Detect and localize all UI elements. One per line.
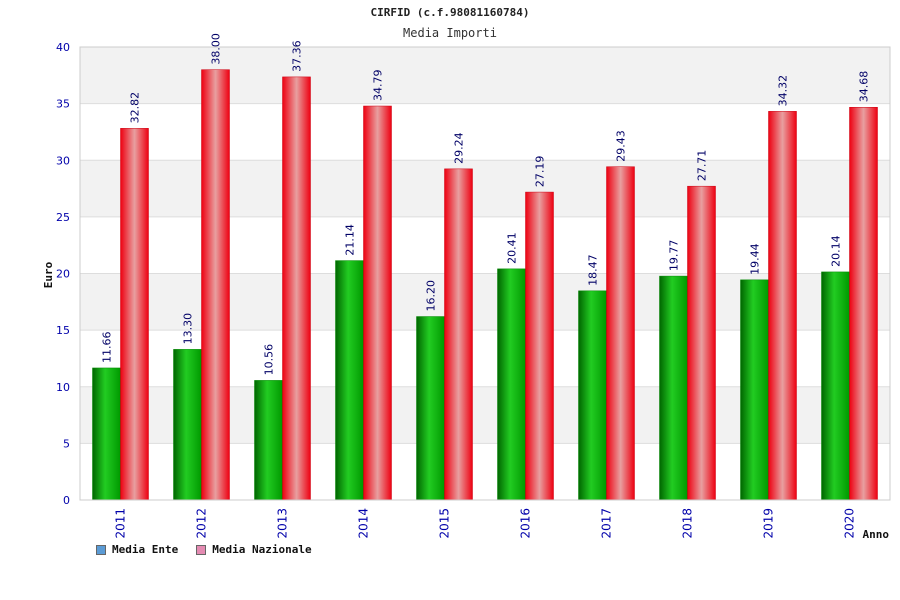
x-tick-label: 2019 [762,508,776,539]
bar-media-nazionale [444,168,473,501]
data-label: 37.36 [291,40,304,72]
y-tick-label: 10 [56,381,70,394]
chart-title: CIRFID (c.f.98081160784) [370,6,530,19]
bar-media-nazionale [363,105,392,501]
data-label: 18.47 [587,254,600,286]
bar-media-nazionale [120,128,149,501]
plot-border [79,46,891,501]
legend-label-media-nazionale: Media Nazionale [212,543,312,556]
data-label: 29.24 [453,132,466,164]
chart-subtitle: Media Importi [403,26,497,40]
x-tick-label: 2011 [114,508,128,539]
y-tick-label: 15 [56,324,70,337]
bar-media-ente [254,380,283,501]
legend-swatch-media-nazionale [196,544,207,555]
data-label: 32.82 [129,92,142,124]
bar-media-ente [740,279,769,501]
x-tick-label: 2012 [195,508,209,539]
data-label: 34.32 [777,75,790,107]
data-label: 29.43 [615,130,628,162]
axes: 0 5 10 15 20 25 30 35 40 2011 2012 2013 2014 2015 2016… [56,41,891,539]
data-label: 34.68 [858,71,871,103]
data-label: 21.14 [344,224,357,256]
x-tick-label: 2020 [843,508,857,539]
bar-media-ente [821,271,850,501]
y-tick-label: 20 [56,268,70,281]
bar-media-ente [578,290,607,501]
y-tick-label: 35 [56,98,70,111]
data-label: 16.20 [425,280,438,312]
y-tick-label: 5 [63,437,70,450]
y-tick-label: 25 [56,211,70,224]
bar-media-ente [173,349,202,501]
y-axis-label: Euro [42,261,55,288]
data-label: 34.79 [372,70,385,102]
x-axis-label: Anno [863,528,890,541]
x-tick-label: 2016 [519,508,533,539]
bars: 11.66 32.82 13.30 38.00 10.56 37.36 21.14 34.79… [92,33,878,501]
legend-swatch-media-ente [96,544,106,555]
bar-media-nazionale [687,185,716,501]
data-label: 27.19 [534,156,547,188]
bar-media-ente [659,275,688,501]
x-tick-label: 2018 [681,508,695,539]
data-label: 11.66 [101,331,114,363]
y-tick-label: 40 [56,41,70,54]
legend: Media Ente Media Nazionale [96,543,312,556]
data-label: 19.44 [749,243,762,275]
data-label: 27.71 [696,150,709,182]
x-tick-label: 2017 [600,508,614,539]
bar-media-nazionale [282,76,311,501]
bar-media-nazionale [849,106,878,501]
bar-media-ente [416,316,445,501]
data-label: 13.30 [182,313,195,345]
x-tick-label: 2013 [276,508,290,539]
bar-media-ente [92,367,121,501]
bar-media-ente [497,268,526,501]
data-label: 10.56 [263,344,276,376]
data-label: 19.77 [668,240,681,272]
bar-media-nazionale [606,166,635,501]
legend-item-media-ente: Media Ente [96,543,178,556]
bar-media-nazionale [525,191,554,501]
data-label: 38.00 [210,33,223,65]
legend-item-media-nazionale: Media Nazionale [196,543,312,556]
bar-media-nazionale [768,111,797,501]
data-label: 20.14 [830,235,843,267]
y-tick-label: 30 [56,154,70,167]
legend-label-media-ente: Media Ente [112,543,179,556]
bar-media-nazionale [201,69,230,501]
data-label: 20.41 [506,232,519,264]
x-tick-label: 2015 [438,508,452,539]
y-tick-label: 0 [63,494,70,507]
bar-media-ente [335,260,364,501]
x-tick-label: 2014 [357,508,371,539]
